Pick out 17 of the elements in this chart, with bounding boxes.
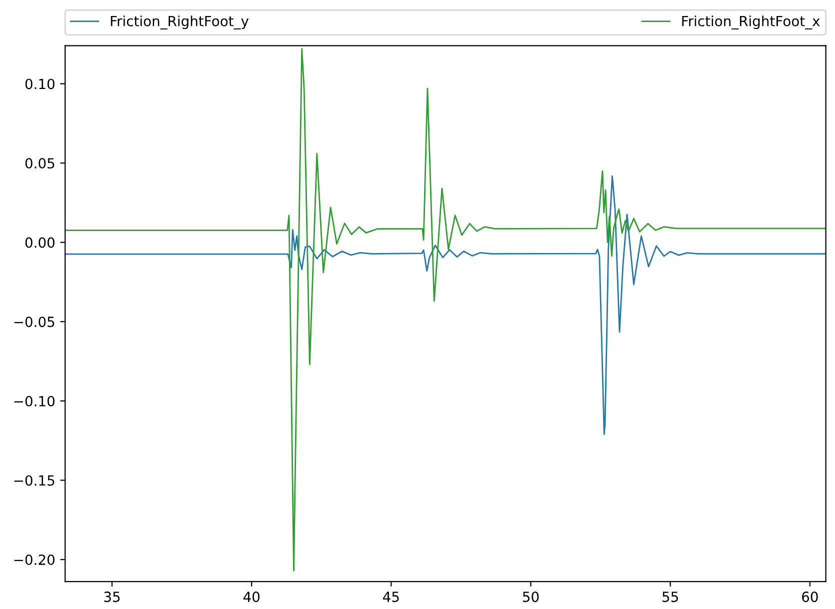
y-tick-label: −0.20 [14, 554, 54, 566]
y-tick-label: −0.15 [14, 475, 54, 486]
legend-label: Friction_RightFoot_y [110, 16, 249, 30]
y-tick-label: −0.05 [14, 316, 54, 328]
x-tick-label: 35 [104, 592, 120, 602]
line-series [65, 175, 826, 435]
x-tick-label: 55 [662, 592, 678, 602]
y-tick-label: −0.10 [14, 396, 54, 406]
line-series [65, 48, 826, 572]
legend-label: Friction_RightFoot_x [682, 16, 820, 30]
x-tick-label: 40 [243, 592, 260, 602]
y-tick-label: 0.00 [25, 237, 54, 248]
x-tick-label: 50 [522, 592, 539, 602]
x-tick-label: 45 [383, 592, 399, 602]
x-tick-label: 60 [802, 592, 818, 602]
y-tick-label: 0.10 [25, 78, 54, 90]
y-tick-label: 0.05 [25, 158, 54, 169]
